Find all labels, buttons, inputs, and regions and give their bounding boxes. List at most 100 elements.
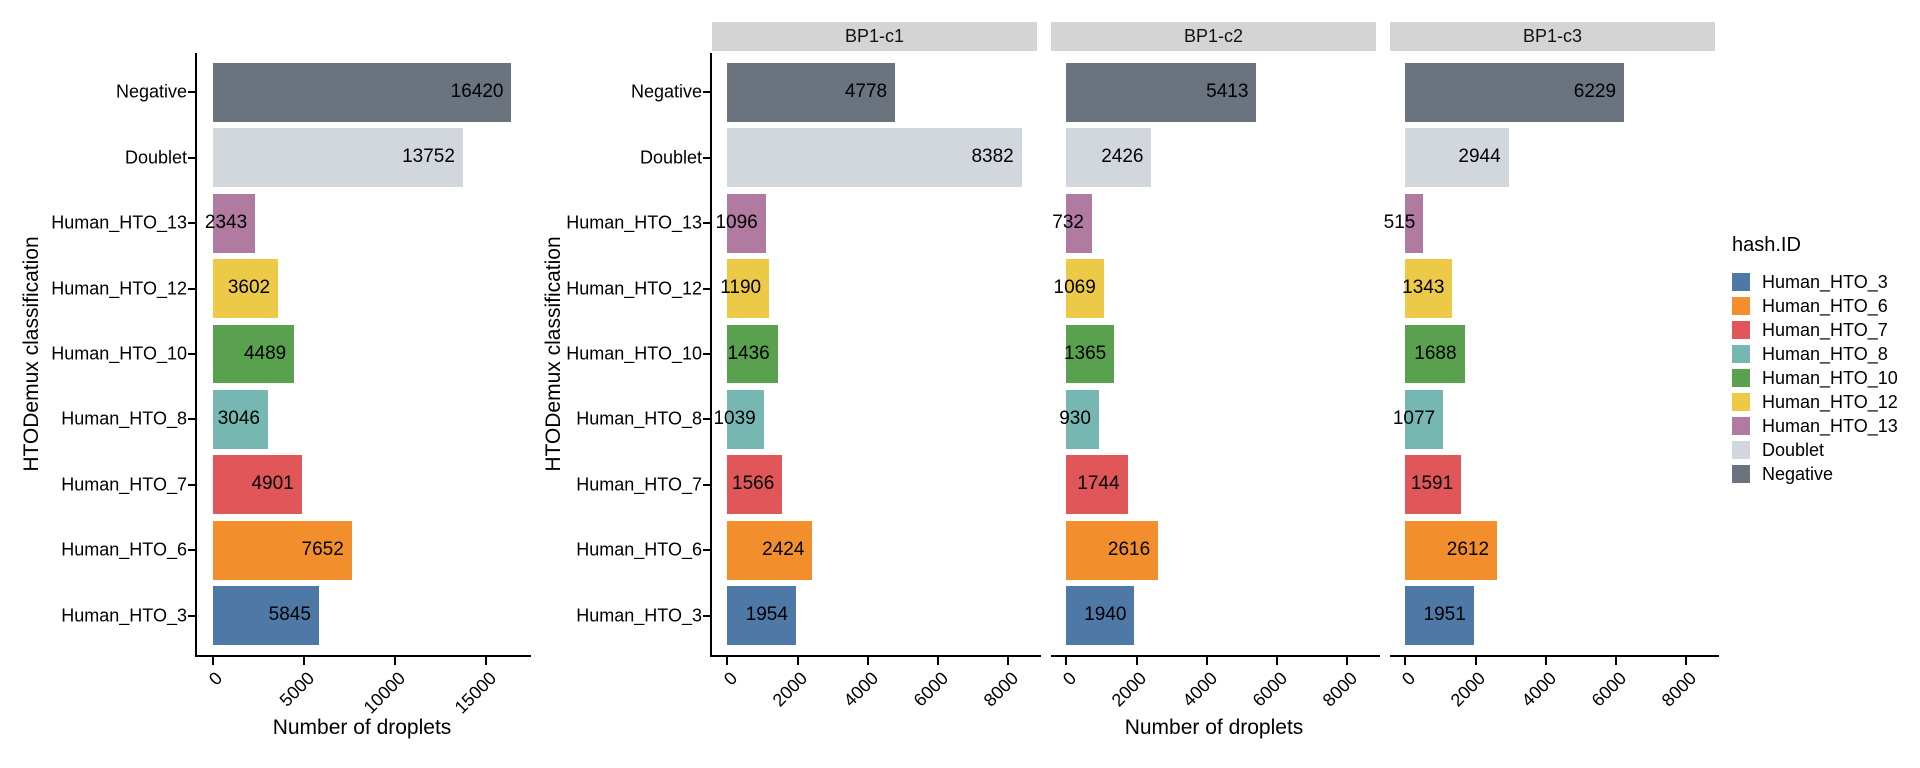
category-label: Human_HTO_10: [51, 343, 187, 364]
bar-value-label: 3046: [217, 407, 260, 429]
bar-value-label: 732: [1052, 211, 1084, 233]
category-label: Human_HTO_8: [576, 408, 702, 429]
legend-item: Human_HTO_13: [1732, 414, 1898, 438]
bar-Human_HTO_3: [1405, 586, 1474, 646]
y-axis-line: [195, 53, 197, 657]
y-tick-mark: [188, 418, 195, 421]
x-tick-label: 4000: [1517, 668, 1560, 711]
bar-Human_HTO_7: [1405, 455, 1462, 515]
bar-Human_HTO_3: [727, 586, 796, 646]
bar-value-label: 930: [1059, 407, 1091, 429]
x-tick-mark: [1276, 657, 1279, 665]
bar-value-label: 1096: [715, 211, 758, 233]
x-tick-mark: [1474, 657, 1477, 665]
x-axis-line: [1390, 655, 1719, 657]
y-axis-line: [710, 53, 712, 657]
bar-Human_HTO_10: [727, 324, 778, 384]
bar-Doublet: [1405, 128, 1509, 188]
bar-value-label: 1069: [1053, 277, 1096, 299]
bar-Human_HTO_12: [212, 259, 279, 318]
x-axis-line: [712, 655, 1041, 657]
legend-swatch: [1732, 345, 1750, 363]
bar-Human_HTO_8: [212, 389, 268, 449]
bar-Doublet: [1066, 128, 1152, 188]
category-label: Human_HTO_3: [61, 605, 187, 626]
y-axis-title-main: HTODemux classification: [20, 236, 43, 472]
bar-Human_HTO_10: [1405, 324, 1465, 384]
bar-value-label: 3602: [227, 277, 271, 299]
bar-value-label: 1190: [720, 277, 762, 299]
bar-Human_HTO_6: [212, 520, 352, 580]
x-tick-mark: [302, 657, 305, 665]
y-tick-mark: [703, 156, 710, 159]
legend-swatch: [1732, 321, 1750, 339]
bar-Human_HTO_13: [1405, 193, 1424, 253]
legend-swatch: [1732, 417, 1750, 435]
x-tick-mark: [726, 657, 729, 665]
x-tick-label: 8000: [1318, 668, 1362, 711]
bar-Negative: [1066, 62, 1257, 122]
category-label: Human_HTO_12: [51, 278, 187, 299]
x-tick-mark: [1135, 657, 1138, 665]
x-tick-mark: [937, 657, 940, 665]
x-tick-label: 0: [205, 668, 227, 690]
bar-Human_HTO_7: [1066, 455, 1128, 515]
y-axis-title-facets: HTODemux classification: [542, 236, 565, 472]
category-label: Negative: [115, 81, 187, 102]
bar-Human_HTO_3: [1066, 586, 1135, 646]
y-tick-mark: [188, 483, 195, 486]
x-tick-mark: [1544, 657, 1547, 665]
bar-Human_HTO_7: [727, 455, 783, 515]
bar-value-label: 2343: [204, 211, 248, 233]
x-tick-label: 15000: [450, 668, 500, 718]
bar-Human_HTO_13: [727, 193, 766, 253]
x-tick-mark: [393, 657, 396, 665]
legend-label: Human_HTO_6: [1762, 295, 1888, 316]
bar-Human_HTO_6: [1405, 520, 1498, 580]
x-tick-label: 8000: [1657, 668, 1701, 711]
legend-swatch: [1732, 441, 1750, 459]
category-label: Human_HTO_8: [61, 408, 187, 429]
category-label: Human_HTO_7: [61, 474, 187, 495]
bar-Human_HTO_7: [212, 455, 302, 515]
bar-Human_HTO_10: [1066, 324, 1115, 384]
bar-value-label: 4901: [251, 473, 294, 495]
x-tick-label: 0: [1059, 668, 1081, 690]
y-tick-mark: [703, 287, 710, 290]
legend-items: Human_HTO_3 Human_HTO_6 Human_HTO_7 Human_H…: [1732, 270, 1898, 486]
legend-label: Doublet: [1762, 439, 1825, 460]
facet-strip: BP1-c1: [712, 22, 1037, 51]
legend: hash.ID Human_HTO_3 Human_HTO_6 Human_HTO_…: [1732, 234, 1898, 486]
x-tick-mark: [1346, 657, 1349, 665]
legend-swatch: [1732, 369, 1750, 387]
bar-value-label: 7652: [301, 538, 344, 560]
x-tick-label: 6000: [1587, 668, 1631, 711]
bar-Negative: [1405, 62, 1625, 122]
legend-swatch: [1732, 393, 1750, 411]
x-tick-mark: [1615, 657, 1618, 665]
legend-swatch: [1732, 465, 1750, 483]
bar-value-label: 5845: [268, 604, 311, 626]
bar-Human_HTO_6: [727, 520, 813, 580]
x-tick-mark: [1685, 657, 1688, 665]
bar-value-label: 5413: [1206, 80, 1249, 102]
bar-value-label: 1365: [1063, 342, 1107, 364]
bar-Negative: [212, 62, 512, 122]
bar-value-label: 16420: [450, 80, 504, 102]
bar-value-label: 1688: [1414, 342, 1457, 364]
x-tick-label: 4000: [1178, 668, 1221, 711]
bar-value-label: 8382: [971, 146, 1014, 168]
bar-Human_HTO_8: [1405, 389, 1444, 449]
x-axis-title-facets: Number of droplets: [1124, 716, 1304, 739]
legend-label: Human_HTO_10: [1762, 367, 1898, 388]
legend-label: Human_HTO_12: [1762, 391, 1898, 412]
bar-value-label: 6229: [1573, 80, 1617, 102]
legend-item: Human_HTO_3: [1732, 270, 1898, 294]
bar-value-label: 2424: [762, 538, 805, 560]
x-tick-label: 5000: [275, 668, 318, 711]
y-tick-mark: [188, 91, 195, 94]
category-label: Doublet: [639, 147, 702, 168]
bar-Human_HTO_12: [1066, 259, 1104, 318]
bar-value-label: 1039: [713, 407, 756, 429]
